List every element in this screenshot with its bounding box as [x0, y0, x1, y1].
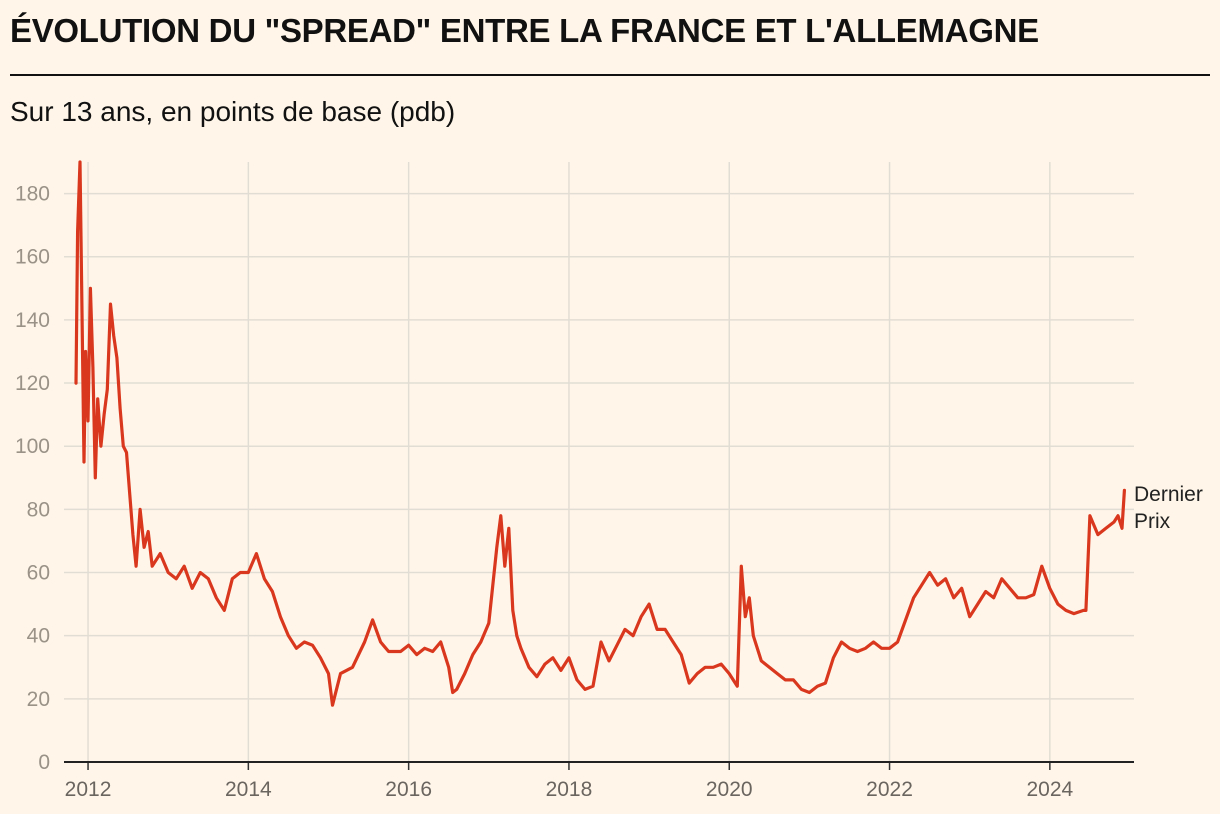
y-tick-label: 100 [15, 435, 50, 458]
x-axis: 2012 2014 2016 2018 2020 2022 2024 [64, 761, 1134, 801]
y-tick-label: 140 [15, 309, 50, 332]
y-tick-label: 120 [15, 372, 50, 395]
x-tick-label: 2022 [866, 778, 913, 801]
y-tick-label: 40 [27, 625, 50, 648]
end-label-group: Dernier Prix [1134, 483, 1203, 533]
series-line-spread [74, 160, 1127, 707]
y-tick-label: 20 [27, 688, 50, 711]
x-tick-label: 2012 [65, 778, 112, 801]
title-divider [10, 74, 1210, 76]
series-group [74, 160, 1127, 707]
end-label-line: Dernier [1134, 483, 1203, 506]
x-tick-label: 2024 [1026, 778, 1073, 801]
y-tick-label: 160 [15, 246, 50, 269]
y-axis: 0 20 40 60 80 100 120 140 160 180 [15, 183, 50, 774]
x-tick-label: 2018 [546, 778, 593, 801]
chart-title: ÉVOLUTION DU "SPREAD" ENTRE LA FRANCE ET… [10, 12, 1039, 49]
grid-lines [64, 162, 1134, 762]
chart-subtitle: Sur 13 ans, en points de base (pdb) [10, 96, 456, 127]
x-tick-label: 2014 [225, 778, 272, 801]
y-tick-label: 180 [15, 183, 50, 206]
y-tick-label: 80 [27, 498, 50, 521]
x-tick-label: 2020 [706, 778, 753, 801]
y-tick-label: 60 [27, 562, 50, 585]
y-tick-label: 0 [38, 751, 50, 774]
x-tick-label: 2016 [385, 778, 432, 801]
end-label-line: Prix [1134, 510, 1171, 533]
